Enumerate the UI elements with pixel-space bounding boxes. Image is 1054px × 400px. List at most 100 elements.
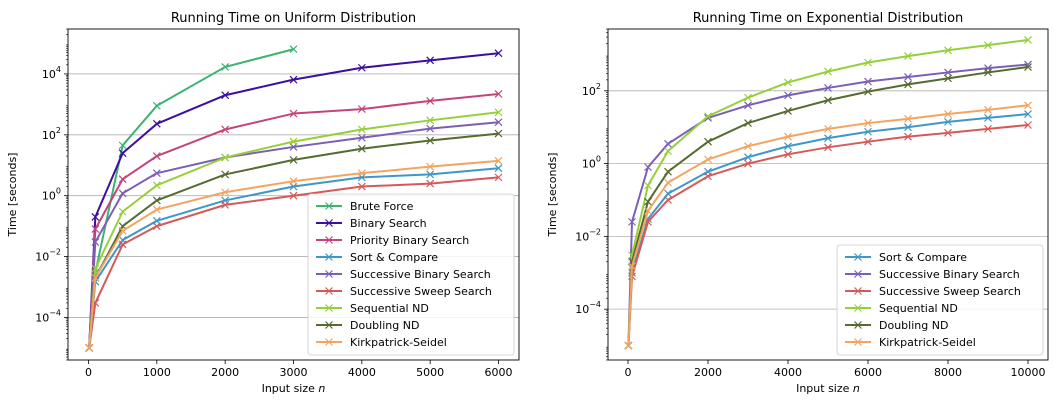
data-point — [357, 182, 366, 191]
data-point — [357, 144, 366, 153]
legend-marker — [854, 253, 862, 261]
legend-marker — [325, 287, 333, 295]
x-axis-label: Input size n — [796, 382, 860, 395]
data-point — [91, 225, 100, 234]
data-point — [426, 124, 435, 133]
data-point — [744, 93, 752, 102]
chart-1: 0 1000 2000 3000 4000 5000 6000 10−4 10−2 100 102 1… — [6, 11, 520, 395]
data-point — [1024, 121, 1032, 129]
data-point — [152, 169, 161, 178]
legend: Sort & Compare Successive Binary Search Su… — [836, 244, 1044, 356]
data-point — [824, 124, 832, 133]
data-point — [152, 181, 161, 190]
x-tick-label: 4000 — [774, 366, 802, 379]
data-point — [644, 181, 652, 190]
legend-label-2: Successive Binary Search — [879, 268, 1020, 281]
data-point — [704, 172, 712, 181]
data-point — [744, 142, 752, 151]
data-point — [784, 142, 792, 151]
data-point — [426, 136, 435, 145]
data-point — [704, 155, 712, 164]
x-tick-label: 1000 — [143, 366, 171, 379]
legend-marker — [854, 287, 862, 295]
data-point — [784, 150, 792, 159]
data-point — [494, 108, 503, 117]
data-point — [904, 132, 912, 141]
legend-marker — [325, 304, 333, 312]
data-point — [864, 127, 872, 136]
legend-label-1: Brute Force — [350, 200, 414, 213]
legend-marker — [854, 304, 862, 312]
data-point — [904, 73, 912, 81]
legend-marker — [325, 202, 333, 210]
legend-marker — [854, 270, 862, 278]
y-tick-label: 10−4 — [35, 308, 61, 324]
data-point — [984, 124, 992, 133]
data-point — [744, 119, 752, 127]
data-point — [289, 109, 298, 118]
data-point — [357, 169, 366, 178]
data-point — [426, 170, 435, 179]
legend-label-1: Sort & Compare — [879, 251, 967, 264]
y-tick-label: 102 — [582, 82, 601, 98]
data-point — [824, 134, 832, 143]
data-point — [152, 152, 161, 161]
x-tick-label: 4000 — [348, 366, 376, 379]
data-point — [664, 196, 672, 204]
data-point — [221, 63, 230, 71]
data-point — [357, 125, 366, 134]
data-point — [289, 177, 298, 186]
y-tick-label: 10−2 — [575, 227, 601, 243]
data-point — [864, 119, 872, 127]
data-point — [904, 80, 912, 89]
data-point — [784, 132, 792, 141]
data-point — [152, 205, 161, 214]
data-point — [289, 45, 298, 54]
chart-2: 0 2000 4000 6000 8000 10000 10−4 10−2 100 102 Runn… — [546, 11, 1049, 395]
x-tick-label: 2000 — [211, 366, 239, 379]
legend-box — [307, 193, 515, 356]
data-point — [744, 159, 752, 168]
data-point — [118, 207, 127, 216]
data-point — [824, 143, 832, 152]
data-point — [221, 125, 230, 134]
legend-marker — [325, 338, 333, 346]
data-point — [784, 91, 792, 100]
x-axis-label: Input size n — [262, 382, 326, 395]
data-point — [984, 41, 992, 50]
data-point — [494, 129, 503, 138]
data-point — [824, 84, 832, 92]
data-point — [1024, 36, 1032, 44]
data-point — [91, 273, 100, 282]
data-point — [628, 217, 636, 226]
data-point — [494, 164, 503, 173]
legend: Brute Force Binary Search Priority Binary … — [307, 193, 515, 356]
legend-marker — [325, 219, 333, 227]
data-point — [744, 153, 752, 162]
data-point — [221, 188, 230, 197]
data-point — [289, 191, 298, 200]
legend-label-7: Sequential ND — [350, 302, 429, 315]
x-tick-label: 10000 — [1011, 366, 1046, 379]
x-tick-label: 6000 — [854, 366, 882, 379]
data-point — [152, 101, 161, 110]
data-point — [624, 341, 633, 350]
data-point — [704, 137, 712, 146]
legend-marker — [854, 338, 862, 346]
data-point — [357, 63, 366, 72]
data-point — [628, 262, 636, 271]
data-point — [784, 78, 792, 87]
data-point — [944, 110, 952, 118]
y-tick-label: 100 — [582, 155, 601, 171]
data-point — [864, 137, 872, 146]
data-point — [118, 189, 127, 198]
legend-label-2: Binary Search — [350, 217, 427, 230]
y-axis-label: Time [seconds] — [6, 153, 19, 238]
legend-label-4: Sequential ND — [879, 302, 958, 315]
data-point — [221, 170, 230, 179]
x-tick-label: 2000 — [694, 366, 722, 379]
data-point — [85, 343, 94, 352]
data-point — [494, 173, 503, 182]
data-point — [426, 56, 435, 65]
legend-label-8: Doubling ND — [350, 319, 419, 332]
